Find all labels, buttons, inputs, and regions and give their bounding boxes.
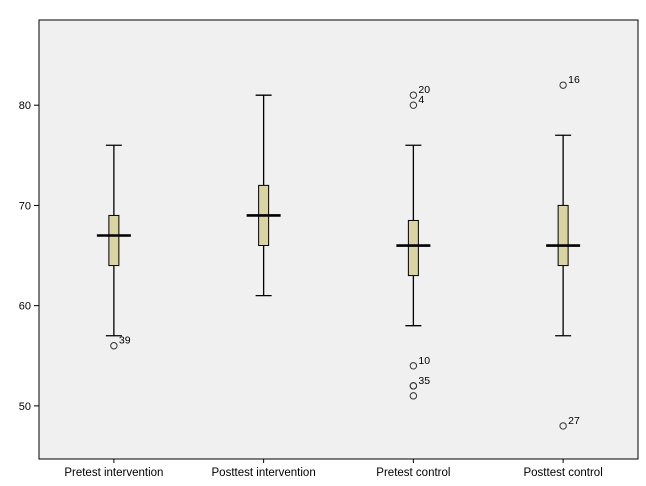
outlier-marker: [110, 342, 118, 350]
x-axis: Pretest intervention Posttest interventio…: [64, 459, 603, 479]
x-category-label: Posttest intervention: [212, 467, 316, 479]
iqr-box: [108, 214, 120, 267]
y-tick-label: 60: [19, 301, 31, 313]
outlier-marker: [409, 91, 418, 99]
y-axis: 50 60 70 80: [19, 100, 39, 413]
outlier-label: 20: [418, 84, 430, 96]
box-group: [246, 94, 281, 297]
iqr-box: [407, 219, 419, 277]
outlier-marker: [409, 392, 418, 400]
outlier-marker: [409, 382, 418, 390]
x-category-label: Pretest intervention: [64, 467, 163, 479]
x-category-label: Posttest control: [523, 467, 602, 479]
outlier-label: 16: [568, 74, 580, 86]
x-category-label: Pretest control: [376, 467, 450, 479]
outlier-marker: [559, 422, 567, 430]
y-tick-label: 70: [19, 200, 31, 212]
outlier-label: 39: [119, 335, 131, 347]
plot-area: [38, 19, 639, 460]
outlier-label: 35: [418, 375, 430, 387]
outlier-marker: [559, 81, 567, 89]
box-group: 39: [96, 144, 131, 350]
outlier-marker: [409, 101, 418, 109]
y-tick-label: 50: [19, 401, 31, 413]
outlier-marker: [409, 362, 418, 370]
box-group: 204 10 35: [396, 84, 431, 400]
iqr-box: [557, 204, 569, 267]
outlier-label: 27: [568, 415, 580, 427]
outlier-label: 4: [418, 94, 424, 106]
outlier-label: 10: [418, 355, 430, 367]
y-tick-label: 80: [19, 100, 31, 112]
